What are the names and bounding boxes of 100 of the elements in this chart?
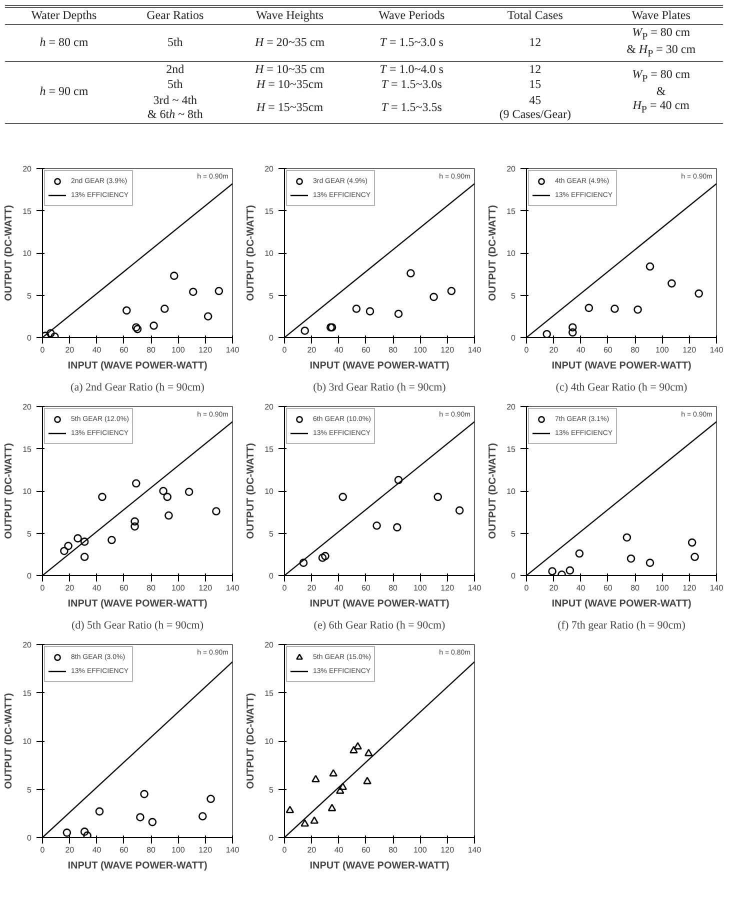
- y-tick-label: 0: [269, 572, 274, 580]
- y-tick-label: 10: [264, 737, 274, 746]
- point: [214, 286, 224, 296]
- text: T = 1.0~4.0 s: [378, 61, 444, 78]
- point: [610, 304, 619, 313]
- point: [148, 818, 157, 826]
- x-tick-label: 120: [198, 584, 213, 592]
- point: [329, 769, 338, 776]
- x-tick-label: 20: [65, 346, 75, 354]
- text: 5th: [166, 77, 184, 94]
- y-axis-title: OUTPUT (DC-WATT): [246, 693, 257, 789]
- point: [98, 492, 106, 502]
- x-tick-label: 140: [226, 584, 240, 592]
- x-tick-label: 0: [524, 346, 530, 354]
- point: [455, 506, 464, 515]
- y-tick-label: 20: [506, 402, 516, 412]
- x-tick-label: 100: [656, 346, 670, 354]
- x-tick-label: 80: [388, 846, 398, 854]
- text: Gear Ratios: [122, 6, 228, 24]
- x-axis-title: INPUT (WAVE POWER-WATT): [68, 860, 208, 872]
- point: [164, 511, 173, 520]
- x-tick-label: 120: [198, 346, 213, 354]
- text: W$_{P}$ = 80 cm & H$_{P}$ = 30 cm: [626, 24, 696, 60]
- point: [568, 328, 577, 337]
- x-tick-label: 120: [682, 584, 697, 592]
- y-tick-label: 15: [264, 688, 274, 698]
- point: [80, 552, 89, 562]
- y-tick-label: 20: [264, 402, 274, 412]
- point: [206, 794, 215, 804]
- y-tick-label: 5: [27, 291, 32, 300]
- point: [690, 552, 699, 562]
- x-tick-label: 0: [524, 584, 530, 592]
- x-tick-label: 140: [468, 346, 482, 354]
- x-tick-label: 100: [172, 846, 186, 854]
- x-tick-label: 100: [414, 846, 428, 854]
- text: H = 10~35cm: [255, 77, 324, 94]
- y-tick-label: 5: [269, 529, 274, 538]
- point: [584, 304, 594, 312]
- x-tick-label: 60: [361, 346, 371, 354]
- point: [46, 329, 55, 338]
- y-tick-label: 5: [27, 529, 32, 538]
- y-tick-label: 15: [264, 206, 274, 216]
- text: 45 (9 Cases/Gear): [471, 93, 600, 124]
- x-tick-label: 40: [334, 346, 344, 354]
- point: [338, 782, 348, 790]
- x-axis-title: INPUT (WAVE POWER-WATT): [552, 360, 692, 372]
- point: [83, 831, 92, 838]
- y-tick-label: 5: [511, 291, 516, 300]
- y-tick-label: 5: [269, 785, 274, 794]
- x-axis-title: INPUT (WAVE POWER-WATT): [68, 598, 208, 610]
- y-tick-label: 20: [22, 640, 32, 650]
- y-axis-title: OUTPUT (DC-WATT): [4, 443, 15, 539]
- x-axis-title: INPUT (WAVE POWER-WATT): [310, 860, 450, 872]
- text: h = 80 cm: [5, 24, 123, 62]
- y-tick-label: 0: [269, 834, 274, 842]
- point: [354, 742, 362, 750]
- x-tick-label: 140: [710, 346, 724, 354]
- point: [74, 534, 82, 542]
- x-tick-label: 0: [40, 584, 46, 592]
- y-tick-label: 20: [506, 164, 516, 174]
- point: [366, 307, 374, 316]
- y-tick-label: 10: [506, 487, 516, 496]
- y-tick-label: 10: [264, 487, 274, 496]
- x-tick-label: 0: [40, 346, 46, 354]
- point: [150, 322, 158, 330]
- x-tick-label: 80: [388, 346, 398, 354]
- point: [80, 828, 89, 836]
- point: [163, 492, 172, 502]
- point: [622, 533, 632, 542]
- point: [392, 523, 402, 532]
- x-tick-label: 80: [388, 584, 398, 592]
- x-axis-title: INPUT (WAVE POWER-WATT): [68, 360, 208, 372]
- y-tick-label: 5: [27, 785, 32, 794]
- point: [188, 288, 198, 296]
- y-tick-label: 10: [506, 249, 516, 258]
- x-tick-label: 60: [603, 346, 613, 354]
- point: [60, 546, 68, 556]
- text: T = 1.5~3.0s: [380, 77, 443, 94]
- x-tick-label: 120: [440, 584, 455, 592]
- text: 12: [528, 61, 542, 78]
- x-tick-label: 0: [40, 846, 46, 854]
- point: [363, 776, 372, 784]
- x-tick-label: 20: [65, 584, 75, 592]
- x-axis-title: INPUT (WAVE POWER-WATT): [310, 598, 450, 610]
- text: Wave Periods: [352, 6, 472, 24]
- x-tick-label: 60: [119, 584, 129, 592]
- point: [566, 566, 574, 575]
- x-tick-label: 60: [361, 846, 371, 854]
- point: [204, 312, 212, 321]
- x-tick-label: 100: [172, 346, 186, 354]
- x-tick-label: 40: [92, 846, 102, 854]
- y-axis-title: OUTPUT (DC-WATT): [246, 443, 257, 539]
- text: Total Cases: [471, 6, 600, 24]
- point: [364, 748, 373, 756]
- text: (d) 5th Gear Ratio (h = 90cm): [71, 620, 204, 632]
- y-axis-title: OUTPUT (DC-WATT): [4, 205, 15, 301]
- text: Wave Heights: [227, 6, 352, 24]
- y-tick-label: 5: [269, 291, 274, 300]
- point: [646, 262, 654, 271]
- text: h = 90 cm: [5, 61, 123, 124]
